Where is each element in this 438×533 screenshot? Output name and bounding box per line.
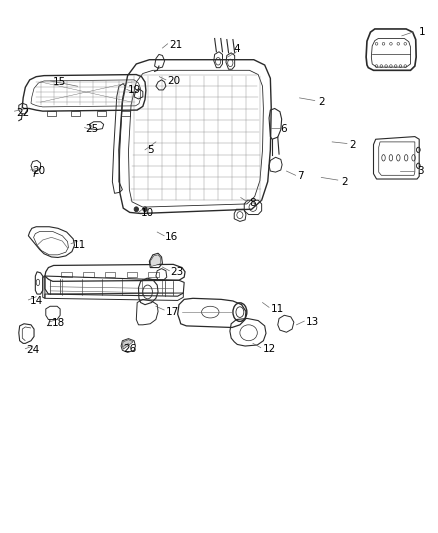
- Text: 8: 8: [250, 198, 256, 208]
- Text: 16: 16: [165, 232, 178, 242]
- Text: 10: 10: [141, 208, 154, 219]
- Text: 11: 11: [271, 304, 284, 314]
- Text: 5: 5: [147, 145, 154, 155]
- Text: 11: 11: [73, 240, 86, 251]
- Text: 15: 15: [53, 77, 66, 87]
- Text: 18: 18: [51, 318, 65, 328]
- Text: 14: 14: [30, 296, 43, 306]
- Text: 23: 23: [170, 267, 184, 277]
- Text: 24: 24: [27, 345, 40, 356]
- Text: 2: 2: [341, 176, 347, 187]
- Text: 22: 22: [16, 108, 29, 118]
- Text: 13: 13: [306, 317, 319, 327]
- Polygon shape: [150, 255, 161, 266]
- Text: 20: 20: [32, 166, 45, 176]
- Text: 21: 21: [169, 40, 182, 50]
- Text: 2: 2: [318, 97, 325, 107]
- Ellipse shape: [143, 207, 147, 212]
- Text: 25: 25: [85, 124, 99, 134]
- Text: 26: 26: [123, 344, 137, 354]
- Text: 4: 4: [233, 44, 240, 54]
- Polygon shape: [122, 340, 133, 349]
- Text: 2: 2: [350, 140, 356, 150]
- Text: 3: 3: [417, 166, 424, 176]
- Text: 17: 17: [166, 306, 179, 317]
- Text: 7: 7: [297, 172, 304, 181]
- Text: 6: 6: [280, 124, 286, 134]
- Text: 19: 19: [127, 85, 141, 95]
- Text: 20: 20: [167, 76, 180, 86]
- Text: 12: 12: [262, 344, 276, 354]
- Ellipse shape: [134, 207, 138, 212]
- Text: 1: 1: [418, 27, 425, 37]
